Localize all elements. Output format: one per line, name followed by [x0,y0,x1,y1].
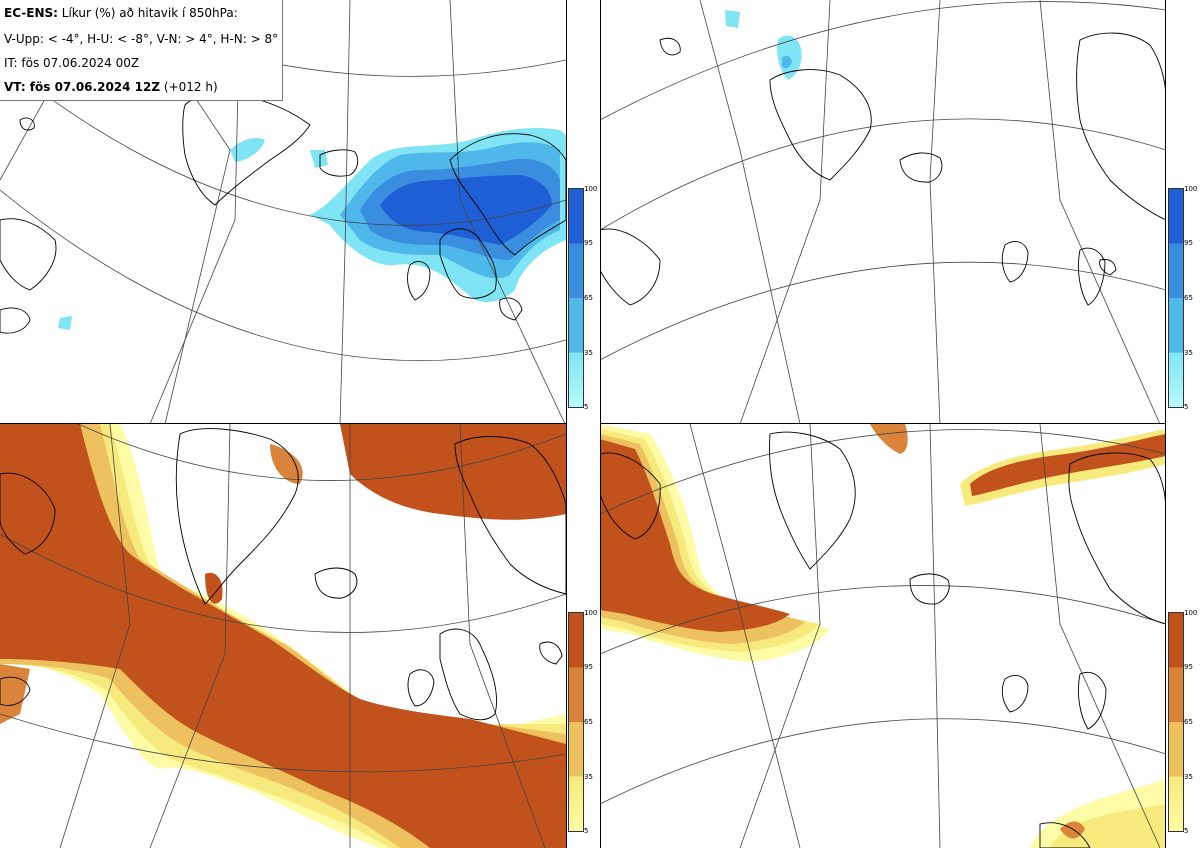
panel-divider [0,423,566,424]
colorbar-tick: 5 [584,827,589,835]
map-panel-cold-4: EC-ENS: Líkur (%) að hitavik í 850hPa: V… [0,0,566,424]
map-panel-warm-8 [600,424,1166,848]
probability-fill [0,424,566,848]
colorbar-blue: 100 95 65 35 5 [568,185,602,411]
panel-divider [600,0,601,848]
graticule [600,0,1166,424]
colorbar-gradient [568,612,584,832]
info-title: EC-ENS: Líkur (%) að hitavik í 850hPa: [4,6,238,20]
colorbar-tick: 100 [584,609,598,617]
info-initial-time: IT: fös 07.06.2024 00Z [4,56,140,70]
info-legend: V-Upp: < -4°, H-U: < -8°, V-N: > 4°, H-N… [4,32,279,46]
map-panel-warm-4 [0,424,566,848]
map-canvas [0,0,566,424]
colorbar-orange: 100 95 65 35 5 [568,609,602,835]
colorbar-tick: 95 [1184,239,1193,247]
colorbar-tick: 100 [584,185,598,193]
colorbar-tick: 65 [1184,718,1193,726]
probability-fill [600,424,1166,848]
graticule [600,424,1166,848]
coastlines [0,92,566,334]
colorbar-tick: 35 [584,773,593,781]
colorbar-gradient [1168,612,1184,832]
colorbar-tick: 65 [584,294,593,302]
colorbar-tick: 65 [1184,294,1193,302]
map-canvas [600,424,1166,848]
colorbar-tick: 5 [1184,827,1189,835]
colorbar-tick: 35 [1184,773,1193,781]
colorbar-tick: 35 [584,349,593,357]
map-canvas [600,0,1166,424]
colorbar-orange: 100 95 65 35 5 [1168,609,1200,835]
probability-fill [725,10,802,80]
colorbar-tick: 95 [584,663,593,671]
colorbar-tick: 100 [1184,609,1198,617]
coastlines [600,32,1166,306]
colorbar-tick: 95 [1184,663,1193,671]
graticule [0,424,566,848]
coastlines [0,428,566,721]
colorbar-tick: 35 [1184,349,1193,357]
info-valid-time: VT: fös 07.06.2024 12Z (+012 h) [4,80,218,94]
panel-divider [600,423,1166,424]
colorbar-gradient [568,188,584,408]
forecast-info-box: EC-ENS: Líkur (%) að hitavik í 850hPa: V… [0,0,283,101]
colorbar-blue: 100 95 65 35 5 [1168,185,1200,411]
colorbar-tick: 100 [1184,185,1198,193]
coastlines [600,431,1166,848]
panel-divider [1165,0,1166,848]
probability-fill [58,128,566,330]
colorbar-tick: 95 [584,239,593,247]
panel-divider [566,0,567,848]
colorbar-tick: 5 [584,403,589,411]
colorbar-tick: 5 [1184,403,1189,411]
map-canvas [0,424,566,848]
colorbar-gradient [1168,188,1184,408]
map-panel-cold-8 [600,0,1166,424]
colorbar-tick: 65 [584,718,593,726]
